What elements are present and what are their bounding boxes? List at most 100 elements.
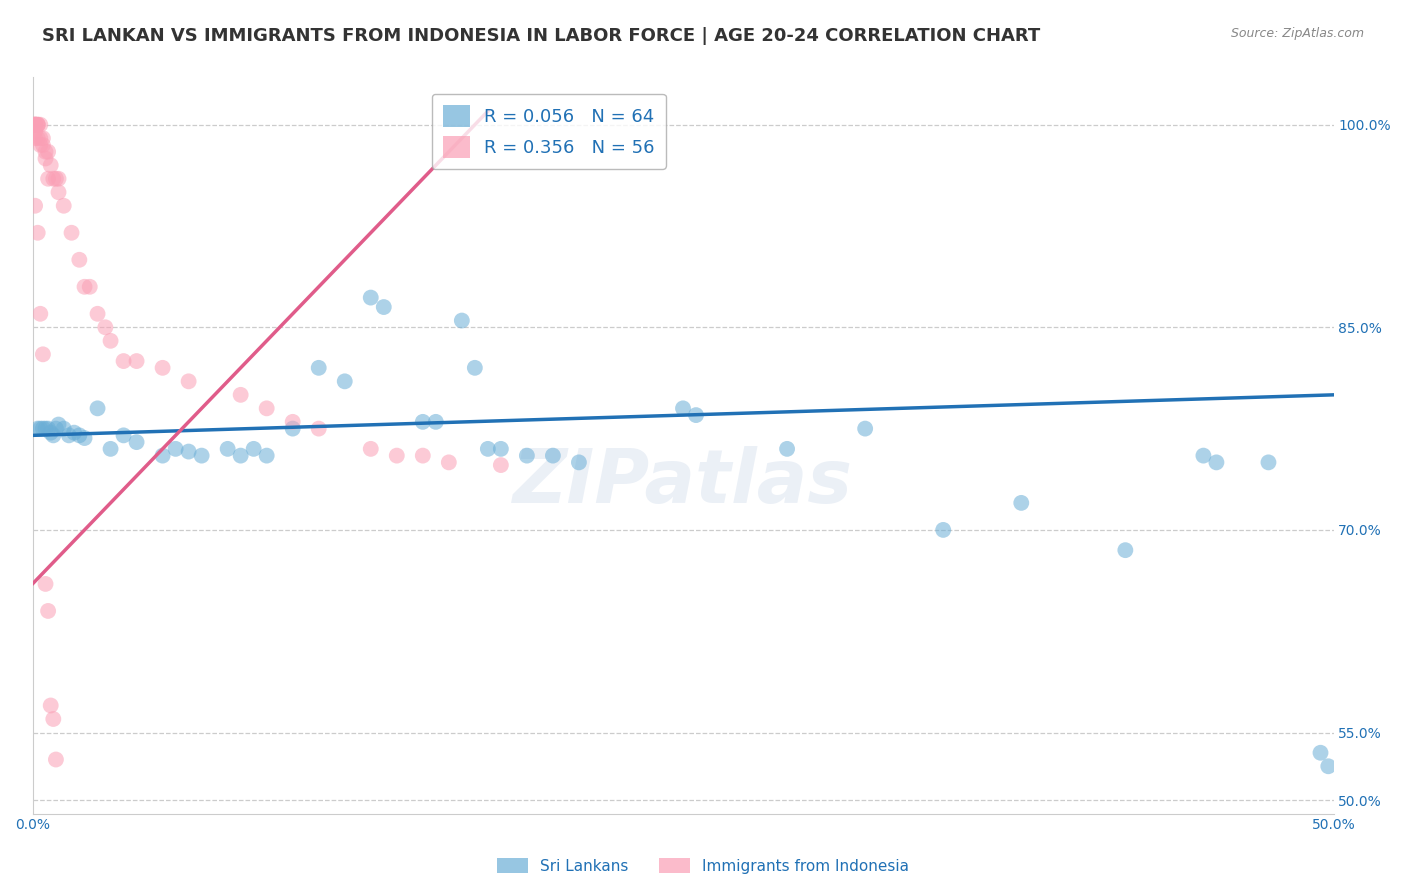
Point (100, 334, 122, 348)
Point (100, 442, 122, 456)
Point (39, 425, 62, 440)
Point (52, 422, 75, 436)
Point (30, 131, 52, 145)
Point (229, 388, 252, 402)
Point (256, 449, 278, 463)
Point (30, 118, 52, 132)
Point (853, 422, 876, 436)
Point (24, 199, 46, 213)
Point (308, 422, 330, 436)
Point (73, 431, 96, 445)
Point (776, 442, 799, 456)
Point (412, 449, 434, 463)
Point (568, 455, 591, 469)
Point (256, 401, 278, 416)
Point (217, 442, 239, 456)
Point (281, 415, 304, 429)
Point (27, 422, 49, 436)
Point (541, 449, 564, 463)
Point (34, 145, 56, 159)
Point (152, 449, 174, 463)
Point (685, 408, 707, 422)
Point (489, 458, 512, 472)
Point (1010, 496, 1032, 510)
Point (190, 449, 212, 463)
Point (45, 422, 67, 436)
Point (24, 118, 46, 132)
Point (24, 118, 46, 132)
Point (67, 428, 90, 442)
Point (437, 455, 460, 469)
Point (34, 577, 56, 591)
Point (34, 422, 56, 436)
Point (477, 442, 499, 456)
Point (24, 118, 46, 132)
Point (42, 712, 65, 726)
Point (48, 417, 70, 432)
Point (30, 307, 52, 321)
Point (86, 401, 108, 416)
Point (242, 442, 264, 456)
Point (1192, 449, 1215, 463)
Point (24, 118, 46, 132)
Point (37, 145, 59, 159)
Point (385, 449, 408, 463)
Point (425, 415, 447, 429)
Point (177, 444, 200, 458)
Text: Source: ZipAtlas.com: Source: ZipAtlas.com (1230, 27, 1364, 40)
Point (32, 422, 55, 436)
Point (32, 138, 55, 153)
Point (32, 131, 55, 145)
Point (373, 300, 395, 314)
Point (1309, 746, 1331, 760)
Point (39, 158, 62, 172)
Point (516, 449, 538, 463)
Point (125, 435, 148, 450)
Point (229, 449, 252, 463)
Point (27, 131, 49, 145)
Point (37, 604, 59, 618)
Point (45, 171, 67, 186)
Point (34, 152, 56, 166)
Legend: Sri Lankans, Immigrants from Indonesia: Sri Lankans, Immigrants from Indonesia (491, 852, 915, 880)
Point (32, 347, 55, 361)
Point (79, 280, 101, 294)
Point (125, 354, 148, 368)
Point (165, 442, 187, 456)
Point (672, 401, 695, 416)
Point (24, 118, 46, 132)
Point (27, 118, 49, 132)
Point (58, 428, 80, 442)
Point (1205, 455, 1227, 469)
Point (27, 226, 49, 240)
Point (73, 280, 96, 294)
Point (112, 428, 135, 442)
Point (1114, 543, 1136, 558)
Point (281, 422, 304, 436)
Point (27, 118, 49, 132)
Point (37, 422, 59, 436)
Point (52, 199, 75, 213)
Point (48, 186, 70, 200)
Point (152, 360, 174, 375)
Point (1257, 455, 1279, 469)
Point (308, 360, 330, 375)
Point (30, 138, 52, 153)
Point (24, 124, 46, 138)
Text: ZIPatlas: ZIPatlas (513, 446, 853, 519)
Point (45, 752, 67, 766)
Point (450, 313, 472, 327)
Point (1317, 759, 1340, 773)
Point (24, 118, 46, 132)
Point (24, 131, 46, 145)
Point (48, 171, 70, 186)
Point (42, 171, 65, 186)
Point (412, 415, 434, 429)
Legend: R = 0.056   N = 64, R = 0.356   N = 56: R = 0.056 N = 64, R = 0.356 N = 56 (432, 94, 665, 169)
Point (932, 523, 955, 537)
Point (86, 307, 108, 321)
Point (67, 252, 90, 267)
Point (489, 442, 512, 456)
Point (333, 375, 356, 389)
Point (360, 291, 382, 305)
